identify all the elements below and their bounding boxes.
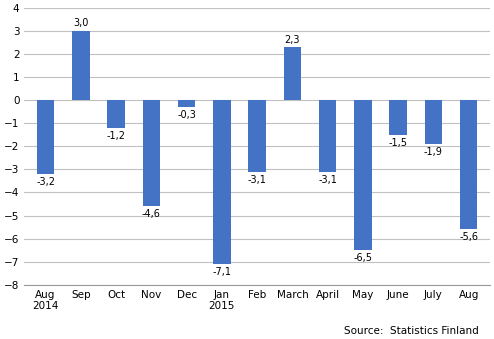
Text: -6,5: -6,5: [353, 253, 372, 263]
Bar: [213, 100, 231, 264]
Bar: [354, 100, 371, 250]
Text: -1,5: -1,5: [389, 138, 408, 148]
Text: -1,9: -1,9: [424, 147, 443, 157]
Text: -4,6: -4,6: [142, 209, 161, 219]
Text: -7,1: -7,1: [212, 267, 231, 277]
Text: -5,6: -5,6: [459, 232, 478, 242]
Bar: [72, 31, 89, 100]
Text: -3,1: -3,1: [318, 175, 337, 184]
Bar: [143, 100, 160, 206]
Bar: [319, 100, 336, 172]
Text: Source:  Statistics Finland: Source: Statistics Finland: [344, 326, 479, 336]
Text: 3,0: 3,0: [73, 18, 88, 28]
Bar: [178, 100, 196, 107]
Bar: [37, 100, 54, 174]
Text: -3,1: -3,1: [247, 175, 267, 184]
Bar: [107, 100, 125, 128]
Text: -0,3: -0,3: [177, 110, 196, 120]
Text: 2,3: 2,3: [285, 35, 300, 44]
Bar: [460, 100, 478, 230]
Bar: [248, 100, 266, 172]
Bar: [284, 47, 301, 100]
Text: -1,2: -1,2: [107, 131, 125, 141]
Bar: [425, 100, 442, 144]
Bar: [389, 100, 407, 135]
Text: -3,2: -3,2: [36, 177, 55, 187]
